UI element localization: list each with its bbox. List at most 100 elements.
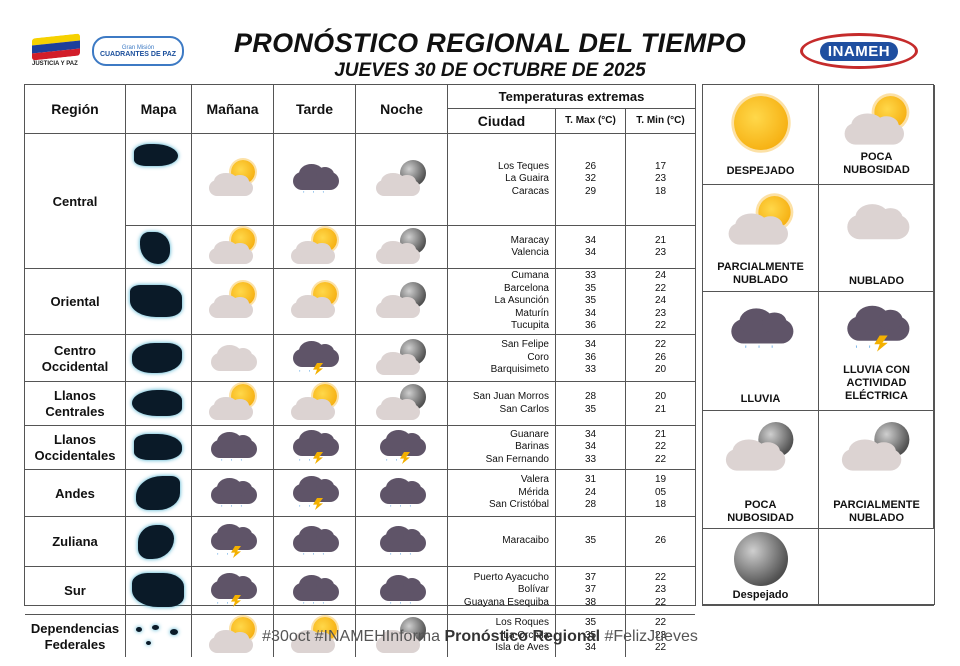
legend-sunny: DESPEJADO	[703, 85, 819, 185]
tmin-list: 21 22 22	[625, 426, 695, 469]
morning-forecast: ' ' '	[191, 470, 273, 516]
tmin-list: 24 22 24 23 22	[625, 269, 695, 334]
tmin-list: 19 05 18	[625, 470, 695, 516]
sun-icon	[723, 96, 799, 150]
tmax-list: 34 34 33	[555, 426, 625, 469]
afternoon-forecast: ' ' '	[273, 517, 355, 566]
tmax-list: 28 35	[555, 382, 625, 425]
thunderstorm-icon: ' '	[839, 303, 915, 357]
moon-cloud-icon	[374, 617, 430, 657]
region-label: Centro Occidental	[41, 342, 109, 374]
legend-storm: ' ' LLUVIA CON ACTIVIDAD ELÉCTRICA	[819, 292, 935, 411]
table-row: Zuliana ' ' ' ' ' ' ' ' Maracaibo 35 26	[25, 516, 695, 566]
tmax-list: 26 32 29	[555, 134, 625, 225]
header-city: Ciudad	[447, 109, 555, 133]
rain-cloud-icon: ' ' '	[374, 522, 430, 562]
partly-cloudy-icon	[287, 384, 343, 424]
rain-cloud-icon: ' ' '	[287, 160, 343, 200]
tmin-list: 26	[625, 517, 695, 566]
tmax-list: 31 24 28	[555, 470, 625, 516]
night-forecast	[355, 382, 447, 425]
city-list: Maracaibo	[447, 517, 555, 566]
thunderstorm-icon: ' '	[287, 474, 343, 514]
morning-forecast: ' '	[191, 567, 273, 614]
moon-cloud-icon	[374, 160, 430, 200]
region-map	[125, 567, 191, 614]
page-title: PRONÓSTICO REGIONAL DEL TIEMPO	[233, 28, 747, 58]
moon-cloud-icon	[839, 422, 915, 476]
legend-label: PARCIALMENTE NUBLADO	[833, 499, 920, 524]
region-map	[125, 335, 191, 381]
morning-forecast	[191, 134, 273, 225]
partly-cloudy-icon	[205, 282, 261, 322]
region-label: Oriental	[50, 294, 100, 309]
header-region: Región	[51, 101, 99, 117]
afternoon-forecast	[273, 269, 355, 334]
rain-cloud-icon: ' ' '	[374, 571, 430, 611]
region-label: Llanos Centrales	[45, 388, 105, 419]
region-map-shape	[136, 627, 142, 632]
header-afternoon: Tarde	[273, 85, 355, 133]
morning-forecast	[191, 226, 273, 268]
header-temps-group: Temperaturas extremas	[447, 85, 695, 109]
tmin-list: 17 23 18	[625, 134, 695, 225]
header: JUSTICIA Y PAZ Gran Misión CUADRANTES DE…	[0, 0, 960, 84]
legend: DESPEJADO POCA NUBOSIDAD PARCIALMENTE NUBL…	[702, 84, 935, 606]
tmax-list: 34 36 33	[555, 335, 625, 381]
rain-cloud-icon: ' ' '	[723, 303, 799, 357]
region-map	[125, 134, 191, 225]
table-row: Centro Occidental ' ' San Felipe Coro Barq…	[25, 334, 695, 381]
region-map-shape	[170, 629, 178, 635]
morning-forecast	[191, 269, 273, 334]
morning-forecast	[191, 382, 273, 425]
partly-cloudy-icon	[205, 617, 261, 657]
partly-cloudy-icon	[205, 160, 261, 200]
legend-night-partly-cloudy: PARCIALMENTE NUBLADO	[819, 411, 935, 529]
legend-night-clear: Despejado	[703, 529, 819, 605]
tmax-list: 37 37 38	[555, 567, 625, 614]
table-row: Central ' ' ' Los Teques La Guaira Caracas…	[25, 133, 695, 225]
region-label: Sur	[64, 583, 86, 598]
city-list: Cumana Barcelona La Asunción Maturín Tuc…	[447, 269, 555, 334]
region-map-shape	[138, 525, 174, 559]
legend-label: POCA NUBOSIDAD	[843, 151, 910, 176]
city-list: Valera Mérida San Cristóbal	[447, 470, 555, 516]
partly-cloudy-icon	[839, 96, 915, 150]
afternoon-forecast	[273, 615, 355, 657]
thunderstorm-icon: ' '	[205, 522, 261, 562]
region-map	[125, 382, 191, 425]
moon-cloud-icon	[723, 422, 799, 476]
region-map	[125, 426, 191, 469]
tmin-list: 22 23 22	[625, 615, 695, 657]
legend-label: NUBLADO	[849, 275, 904, 287]
region-map-shape	[136, 476, 180, 510]
legend-label: PARCIALMENTE NUBLADO	[717, 261, 804, 286]
region-map-shape	[132, 343, 182, 373]
rain-cloud-icon: ' ' '	[205, 428, 261, 468]
moon-cloud-icon	[374, 384, 430, 424]
region-map-shape	[134, 434, 182, 460]
footer-hashtags: #30oct #INAMEHInforma Pronóstico Regiona…	[262, 628, 698, 645]
thunderstorm-icon: ' '	[205, 571, 261, 611]
afternoon-forecast: ' ' '	[273, 567, 355, 614]
region-map	[125, 269, 191, 334]
tmin-list: 22 23 22	[625, 567, 695, 614]
justicia-y-paz-logo: JUSTICIA Y PAZ	[32, 33, 80, 68]
region-map-shape	[152, 625, 159, 630]
header-tmin: T. Min (°C)	[625, 109, 695, 133]
region-label: Dependencias Federales	[30, 620, 120, 652]
night-forecast: ' ' '	[355, 567, 447, 614]
header-tmax: T. Max (°C)	[555, 109, 625, 133]
night-forecast	[355, 615, 447, 657]
header-map: Mapa	[125, 85, 191, 133]
moon-cloud-icon	[374, 228, 430, 268]
region-label: Llanos Occidentales	[34, 432, 116, 463]
rain-cloud-icon: ' ' '	[287, 571, 343, 611]
morning-forecast: ' ' '	[191, 426, 273, 469]
region-map-shape	[130, 285, 182, 317]
night-forecast	[355, 134, 447, 225]
night-forecast: ' ' '	[355, 470, 447, 516]
night-forecast	[355, 269, 447, 334]
legend-night-few-clouds: POCA NUBOSIDAD	[703, 411, 819, 529]
legend-few-clouds: POCA NUBOSIDAD	[819, 85, 935, 185]
